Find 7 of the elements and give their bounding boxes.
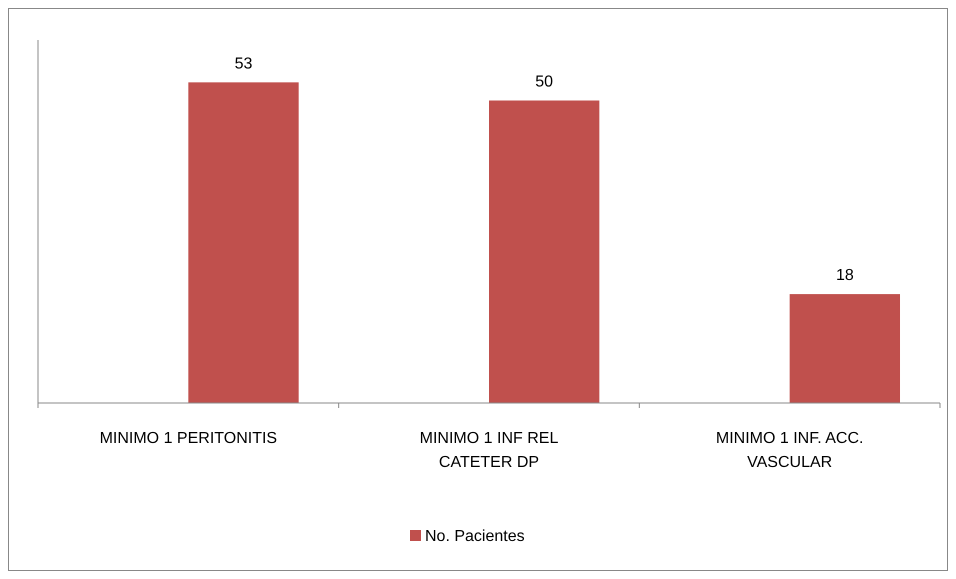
data-label: 50	[535, 74, 554, 90]
data-label: 53	[234, 55, 253, 72]
legend-label: No. Pacientes	[425, 528, 525, 545]
data-label: 18	[836, 267, 854, 284]
x-tick-label: MINIMO 1 INF REL CATETER DP	[420, 430, 558, 471]
x-tick-label: MINIMO 1 PERITONITIS	[100, 430, 278, 447]
x-tick-label: MINIMO 1 INF. ACC. VASCULAR	[716, 430, 864, 471]
